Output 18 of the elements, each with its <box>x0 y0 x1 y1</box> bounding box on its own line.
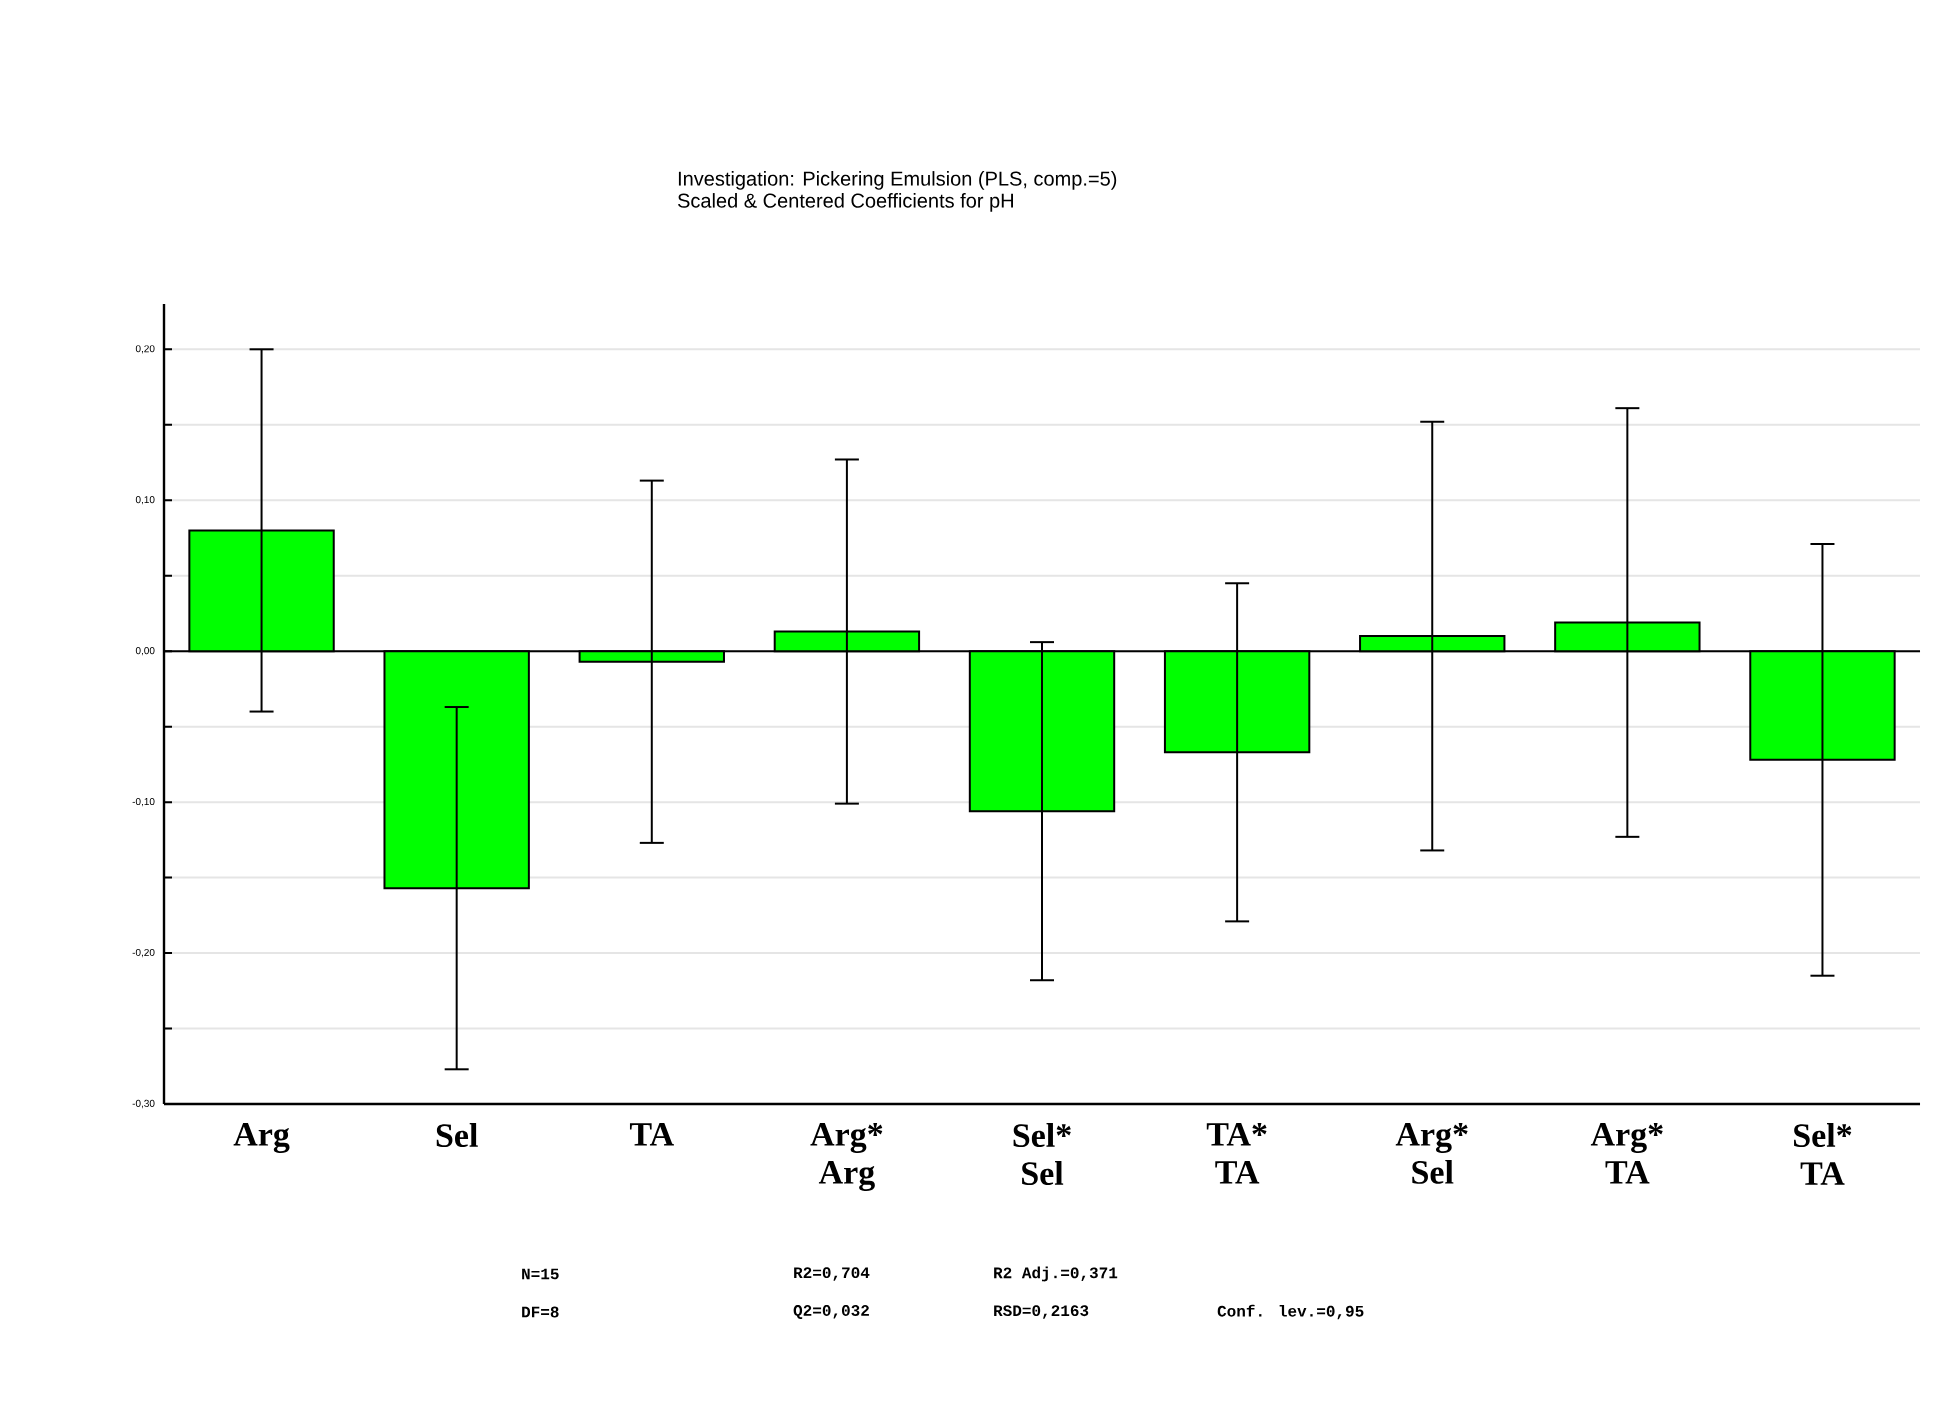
x-tick-label: Arg <box>233 1123 290 1154</box>
text: N=15 <box>522 1268 559 1280</box>
x-tick-label: Sel <box>436 1123 478 1148</box>
x-tick-label: TA* TA <box>1206 1123 1267 1184</box>
x-tick-label: Sel* Sel <box>1013 1123 1071 1186</box>
chart-subtitle: Scaled & Centered Coefficients for pH <box>677 193 1013 212</box>
x-tick-label: Arg* Sel <box>1395 1123 1468 1184</box>
chart-title: Investigation: Pickering Emulsion (PLS, comp.=5) <box>678 171 1117 190</box>
x-tick-label: TA <box>629 1123 674 1146</box>
text: RSD=0,2163 <box>994 1305 1089 1319</box>
x-tick-label: Arg* Arg <box>810 1123 883 1192</box>
text: Q2=0,032 <box>793 1305 869 1319</box>
text: Conf. lev.=0,95 <box>1217 1304 1364 1320</box>
text: R2=0,704 <box>794 1267 870 1281</box>
text: R2 Adj.=0,371 <box>994 1266 1118 1282</box>
x-tick-label: Arg* TA <box>1590 1123 1663 1184</box>
text: DF=8 <box>522 1306 559 1318</box>
x-tick-label: Sel* TA <box>1794 1123 1852 1185</box>
